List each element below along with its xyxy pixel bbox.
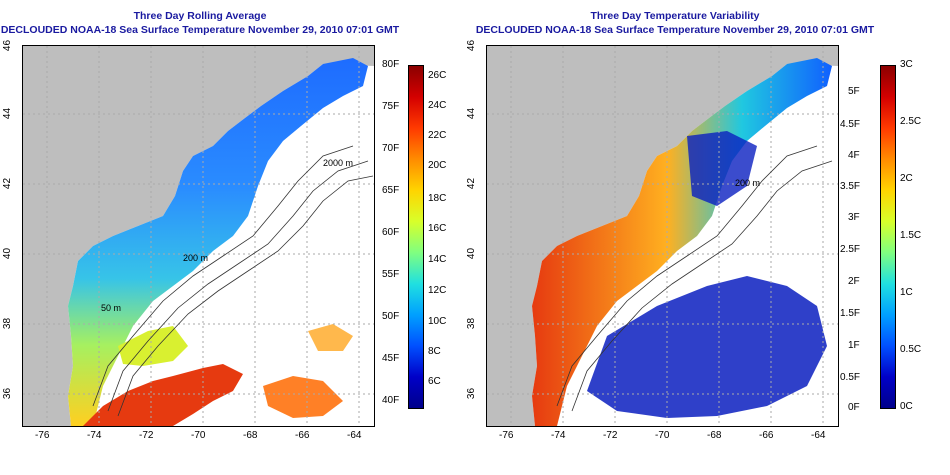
right-xtick: -72 xyxy=(603,430,618,441)
left-xtick: -64 xyxy=(347,430,362,441)
right-xtick: -66 xyxy=(759,430,774,441)
left-cb-c: 24C xyxy=(428,100,447,111)
variability-low xyxy=(587,276,827,418)
right-cb-f: 4F xyxy=(848,150,860,161)
right-xtick: -74 xyxy=(551,430,566,441)
right-cb-c: 1.5C xyxy=(900,230,922,241)
variability-shelf xyxy=(532,58,832,426)
left-cb-c: 20C xyxy=(428,160,447,171)
sst-warm xyxy=(83,364,243,426)
left-cb-f: 50F xyxy=(382,311,400,322)
right-cb-f: 1.5F xyxy=(840,308,861,319)
left-cb-f: 45F xyxy=(382,353,400,364)
left-xtick: -72 xyxy=(139,430,154,441)
right-cb-f: 3F xyxy=(848,212,860,223)
sst-warm-patch xyxy=(263,376,343,418)
variability-low-n xyxy=(687,131,757,206)
left-xtick: -66 xyxy=(295,430,310,441)
left-cb-f: 55F xyxy=(382,269,400,280)
right-cb-f: 0F xyxy=(848,402,860,413)
left-map-svg: 2000 m 200 m 50 m xyxy=(23,46,374,426)
right-cb-c: 2.5C xyxy=(900,116,922,127)
left-title-line1: Three Day Rolling Average xyxy=(133,10,267,22)
right-cb-f: 1F xyxy=(848,340,860,351)
sst-shelf xyxy=(68,58,368,426)
left-cb-f: 80F xyxy=(382,59,400,70)
left-colorbar xyxy=(408,65,424,409)
left-ytick: 40 xyxy=(2,247,14,260)
left-cb-c: 10C xyxy=(428,316,447,327)
left-title-line2: DECLOUDED NOAA-18 Sea Surface Temperatur… xyxy=(0,24,400,36)
left-cb-c: 22C xyxy=(428,130,447,141)
left-grid xyxy=(23,46,374,426)
right-xtick: -70 xyxy=(655,430,670,441)
right-ytick: 38 xyxy=(466,317,478,330)
right-ytick: 42 xyxy=(466,177,478,190)
right-cb-f: 2.5F xyxy=(840,244,861,255)
contour-label-200m-a: 200 m xyxy=(183,253,208,263)
right-cb-f: 5F xyxy=(848,86,860,97)
contour-label-200m-b: 200 m xyxy=(735,178,760,188)
right-ytick: 46 xyxy=(466,39,478,52)
right-ytick: 40 xyxy=(466,247,478,260)
right-cb-c: 1C xyxy=(900,287,913,298)
right-xtick: -76 xyxy=(499,430,514,441)
land-left xyxy=(23,46,374,426)
left-cb-c: 6C xyxy=(428,376,441,387)
right-title-line2: DECLOUDED NOAA-18 Sea Surface Temperatur… xyxy=(475,24,875,36)
right-cb-c: 3C xyxy=(900,59,913,70)
left-cb-f: 70F xyxy=(382,143,400,154)
left-ytick: 42 xyxy=(2,177,14,190)
right-cb-c: 0.5C xyxy=(900,344,922,355)
right-title-line1: Three Day Temperature Variability xyxy=(590,10,760,22)
left-cb-c: 12C xyxy=(428,285,447,296)
left-ytick: 38 xyxy=(2,317,14,330)
left-xtick: -68 xyxy=(243,430,258,441)
left-xtick: -74 xyxy=(87,430,102,441)
left-cb-c: 8C xyxy=(428,346,441,357)
left-cb-f: 40F xyxy=(382,395,400,406)
sst-warm-patch2 xyxy=(308,324,353,351)
right-cb-c: 2C xyxy=(900,173,913,184)
right-map[interactable]: 200 m xyxy=(486,45,839,427)
left-ytick: 36 xyxy=(2,387,14,400)
right-grid xyxy=(487,46,838,426)
right-map-svg: 200 m xyxy=(487,46,838,426)
right-contours xyxy=(556,145,833,412)
right-cb-f: 0.5F xyxy=(840,372,861,383)
right-cb-f: 2F xyxy=(848,276,860,287)
right-xtick: -68 xyxy=(707,430,722,441)
left-cb-f: 75F xyxy=(382,101,400,112)
right-xtick: -64 xyxy=(811,430,826,441)
left-cb-f: 65F xyxy=(382,185,400,196)
contour-label-50m: 50 m xyxy=(101,303,121,313)
left-map[interactable]: 2000 m 200 m 50 m xyxy=(22,45,375,427)
left-cb-c: 14C xyxy=(428,254,447,265)
right-colorbar xyxy=(880,65,896,409)
right-ytick: 36 xyxy=(466,387,478,400)
right-cb-c: 0C xyxy=(900,401,913,412)
left-xtick: -76 xyxy=(35,430,50,441)
right-ytick: 44 xyxy=(466,107,478,120)
right-cb-f: 4.5F xyxy=(840,119,861,130)
left-cb-c: 26C xyxy=(428,70,447,81)
contour-label-2000m-a: 2000 m xyxy=(323,158,353,168)
land-right xyxy=(487,46,838,426)
left-cb-f: 60F xyxy=(382,227,400,238)
left-xtick: -70 xyxy=(191,430,206,441)
left-cb-c: 18C xyxy=(428,193,447,204)
left-ytick: 46 xyxy=(2,39,14,52)
right-cb-f: 3.5F xyxy=(840,181,861,192)
left-contours xyxy=(92,145,374,417)
left-cb-c: 16C xyxy=(428,223,447,234)
left-ytick: 44 xyxy=(2,107,14,120)
